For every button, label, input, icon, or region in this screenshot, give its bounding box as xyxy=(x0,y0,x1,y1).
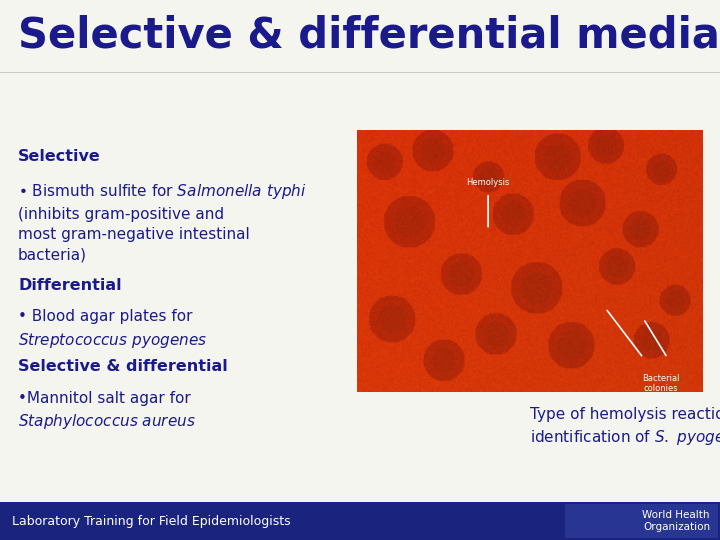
Text: Selective & differential media: Selective & differential media xyxy=(18,15,720,57)
Bar xyxy=(0,502,720,540)
Bar xyxy=(565,504,718,538)
Text: World Health
Organization: World Health Organization xyxy=(642,510,710,532)
Text: Selective & differential: Selective & differential xyxy=(18,360,228,374)
Text: Differential: Differential xyxy=(18,278,122,293)
Text: Laboratory Training for Field Epidemiologists: Laboratory Training for Field Epidemiolo… xyxy=(12,515,291,528)
Text: • Bismuth sulfite for $\mathit{Salmonella\ typhi}$
(inhibits gram-positive and
m: • Bismuth sulfite for $\mathit{Salmonell… xyxy=(18,182,307,262)
Text: Type of hemolysis reaction aids
identification of $\mathit{S.\ pyogenes}$: Type of hemolysis reaction aids identifi… xyxy=(529,407,720,447)
Text: • Blood agar plates for
$\mathit{Streptococcus\ pyogenes}$: • Blood agar plates for $\mathit{Strepto… xyxy=(18,309,207,350)
Text: •Mannitol salt agar for
$\mathit{Staphylococcus\ aureus}$: •Mannitol salt agar for $\mathit{Staphyl… xyxy=(18,390,196,431)
Text: Hemolysis: Hemolysis xyxy=(467,178,510,187)
Text: Bacterial
colonies: Bacterial colonies xyxy=(642,374,680,393)
Text: Selective: Selective xyxy=(18,149,101,164)
